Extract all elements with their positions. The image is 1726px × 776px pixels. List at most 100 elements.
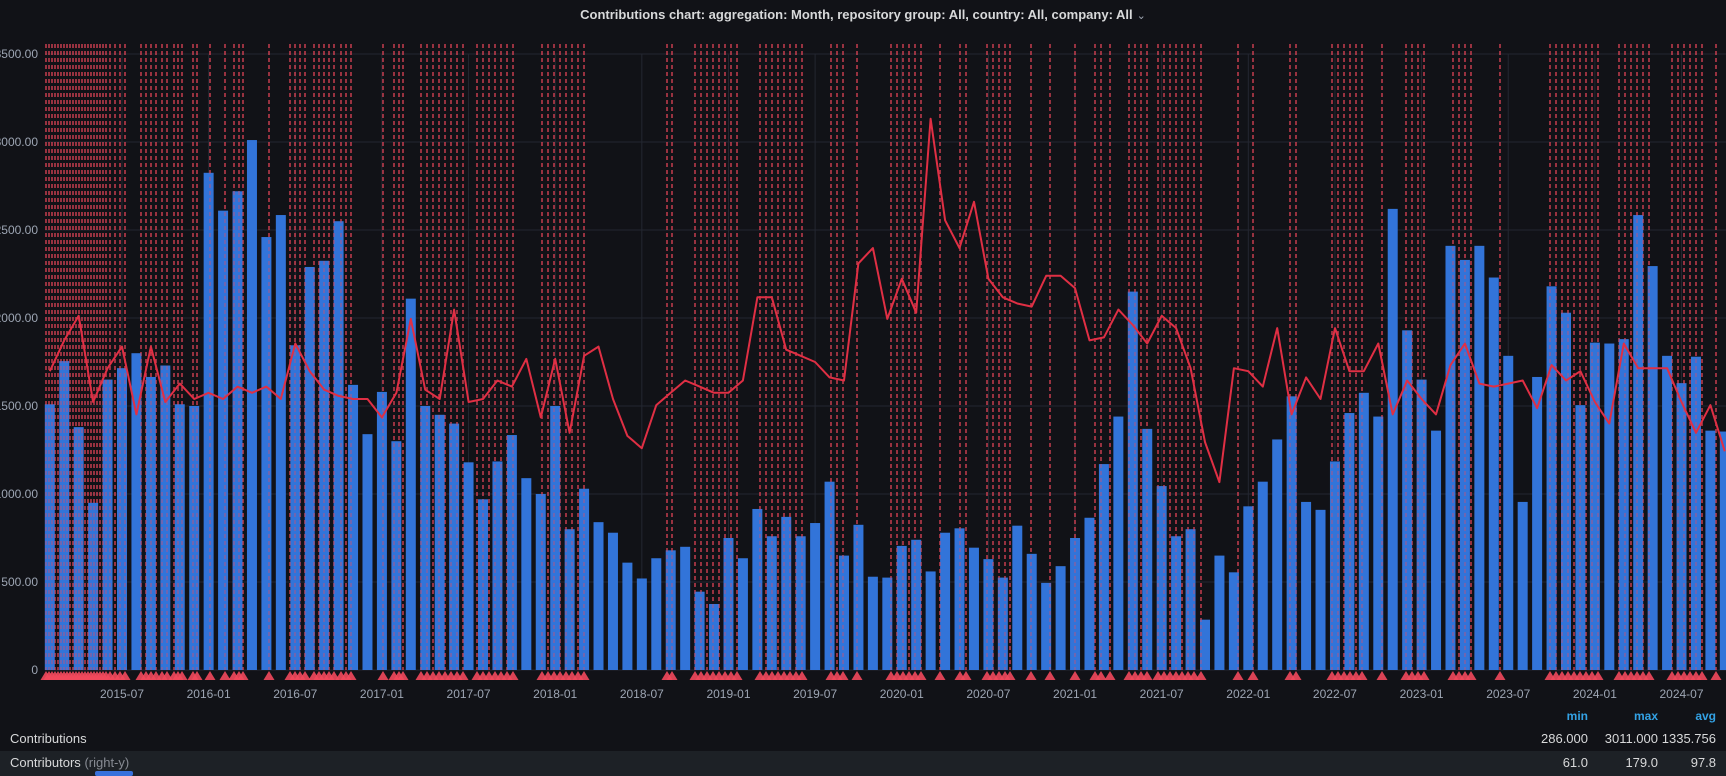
- bar[interactable]: [1214, 555, 1225, 670]
- bar[interactable]: [1113, 416, 1124, 670]
- bar[interactable]: [940, 532, 951, 670]
- bar[interactable]: [911, 539, 922, 670]
- bar[interactable]: [1142, 428, 1153, 670]
- bar[interactable]: [954, 528, 965, 670]
- bar[interactable]: [290, 345, 301, 670]
- bar[interactable]: [1127, 291, 1138, 670]
- bar[interactable]: [1344, 413, 1355, 670]
- bar[interactable]: [88, 502, 99, 670]
- bar[interactable]: [1575, 405, 1586, 670]
- bar[interactable]: [246, 140, 257, 671]
- bar[interactable]: [1503, 355, 1514, 670]
- bar[interactable]: [1070, 538, 1081, 670]
- bar[interactable]: [1301, 501, 1312, 670]
- bar[interactable]: [1228, 572, 1239, 670]
- bar[interactable]: [593, 522, 604, 670]
- bar[interactable]: [102, 379, 113, 670]
- bar[interactable]: [348, 384, 359, 670]
- bar[interactable]: [752, 508, 763, 670]
- bar[interactable]: [723, 538, 734, 670]
- bar[interactable]: [232, 191, 243, 670]
- bar[interactable]: [968, 547, 979, 670]
- annotation-marker[interactable]: [328, 671, 340, 680]
- bar[interactable]: [1618, 339, 1629, 670]
- bar[interactable]: [795, 536, 806, 670]
- annotation-marker[interactable]: [915, 671, 927, 680]
- bar[interactable]: [867, 576, 878, 670]
- bar[interactable]: [492, 461, 503, 670]
- bar[interactable]: [145, 376, 156, 670]
- bar[interactable]: [261, 237, 272, 671]
- annotation-marker[interactable]: [1188, 671, 1200, 680]
- annotation-marker[interactable]: [1592, 671, 1604, 680]
- bar[interactable]: [521, 478, 532, 670]
- bar[interactable]: [333, 221, 344, 670]
- annotation-marker[interactable]: [1232, 671, 1244, 680]
- bar[interactable]: [174, 404, 185, 670]
- annotation-marker[interactable]: [119, 671, 131, 680]
- annotation-marker[interactable]: [1643, 671, 1655, 680]
- bar[interactable]: [434, 414, 445, 670]
- bar[interactable]: [1286, 396, 1297, 670]
- annotation-marker[interactable]: [934, 671, 946, 680]
- bar[interactable]: [1272, 439, 1283, 670]
- annotation-marker[interactable]: [1004, 671, 1016, 680]
- bar[interactable]: [506, 435, 517, 670]
- bar[interactable]: [983, 559, 994, 670]
- annotation-marker[interactable]: [1376, 671, 1388, 680]
- bar[interactable]: [824, 481, 835, 670]
- annotation-marker[interactable]: [837, 671, 849, 680]
- annotation-marker[interactable]: [237, 671, 249, 680]
- bar[interactable]: [737, 558, 748, 670]
- bar[interactable]: [131, 353, 142, 670]
- bar[interactable]: [420, 406, 431, 670]
- bar[interactable]: [1257, 481, 1268, 670]
- bar[interactable]: [1200, 619, 1210, 670]
- bar[interactable]: [1026, 553, 1037, 670]
- annotation-marker[interactable]: [397, 671, 409, 680]
- bar[interactable]: [607, 532, 618, 670]
- bar[interactable]: [1459, 259, 1470, 670]
- bar[interactable]: [1041, 582, 1052, 670]
- annotation-marker[interactable]: [161, 671, 173, 680]
- legend-header-min[interactable]: min: [1566, 709, 1588, 723]
- bar[interactable]: [651, 558, 662, 670]
- bar[interactable]: [1431, 430, 1442, 670]
- bar[interactable]: [1315, 509, 1326, 670]
- bar[interactable]: [1561, 312, 1571, 670]
- panel-title[interactable]: Contributions chart: aggregation: Month,…: [580, 7, 1146, 22]
- annotation-marker[interactable]: [176, 671, 188, 680]
- bar[interactable]: [1690, 356, 1701, 670]
- bar[interactable]: [853, 524, 864, 670]
- annotation-marker[interactable]: [1710, 671, 1722, 680]
- bar[interactable]: [1012, 525, 1023, 670]
- bar[interactable]: [766, 536, 777, 670]
- annotation-marker[interactable]: [1356, 671, 1368, 680]
- contributors-line[interactable]: [48, 117, 1726, 484]
- bar[interactable]: [1647, 266, 1658, 670]
- bar[interactable]: [449, 423, 460, 670]
- bar[interactable]: [1387, 208, 1398, 670]
- bar[interactable]: [1329, 461, 1340, 670]
- annotation-marker[interactable]: [457, 671, 469, 680]
- annotation-marker[interactable]: [851, 671, 863, 680]
- bar[interactable]: [463, 462, 474, 670]
- bar[interactable]: [925, 571, 936, 670]
- bar[interactable]: [810, 523, 821, 670]
- bar[interactable]: [1546, 286, 1557, 670]
- annotation-marker[interactable]: [345, 671, 357, 680]
- bar[interactable]: [304, 266, 315, 670]
- bar[interactable]: [1055, 566, 1066, 670]
- annotation-marker[interactable]: [1104, 671, 1116, 680]
- bar[interactable]: [362, 434, 373, 670]
- annotation-marker[interactable]: [219, 671, 231, 680]
- bar[interactable]: [1098, 464, 1109, 670]
- annotation-marker[interactable]: [377, 671, 389, 680]
- bar[interactable]: [117, 368, 127, 670]
- bar[interactable]: [579, 488, 590, 670]
- annotation-marker[interactable]: [578, 671, 590, 680]
- annotation-marker[interactable]: [1069, 671, 1081, 680]
- annotation-marker[interactable]: [191, 671, 203, 680]
- bar[interactable]: [1185, 529, 1196, 670]
- bar[interactable]: [1156, 486, 1167, 670]
